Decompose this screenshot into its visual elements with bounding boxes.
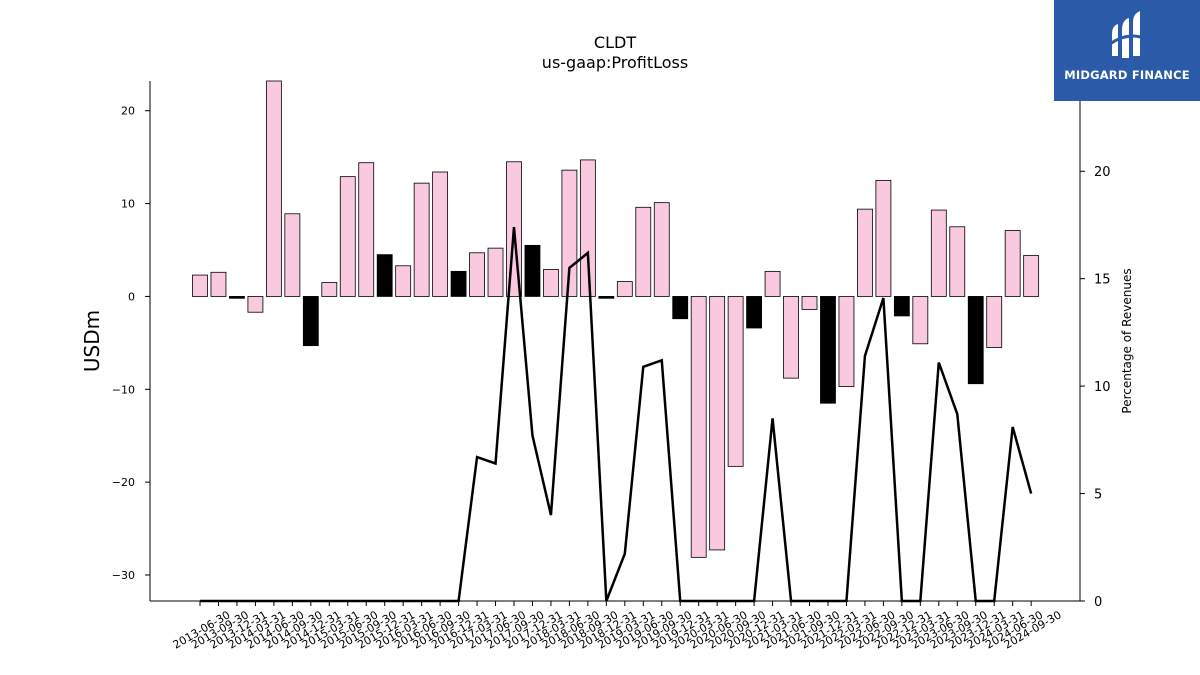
y-tick-label: 0 <box>128 290 135 303</box>
axes: 20 10 0 −10 −20 −30 20 15 10 5 0 <box>112 81 1111 610</box>
bar-2019-03-31 <box>616 281 633 297</box>
bar-2023-09-30 <box>949 226 966 297</box>
y2-tick-label: 10 <box>1094 380 1111 395</box>
bar-2019-09-30 <box>653 202 670 297</box>
bar-2019-12-31 <box>672 296 689 320</box>
bar-2021-09-30 <box>801 296 818 310</box>
y2-tick-label: 15 <box>1094 273 1111 288</box>
bar-2013-06-30 <box>192 274 208 297</box>
bar-2020-12-31 <box>746 296 762 329</box>
bar-2017-12-31 <box>524 244 541 297</box>
bar-2022-06-30 <box>857 208 873 297</box>
bar-2013-12-31 <box>229 296 245 299</box>
bar-2022-12-31 <box>893 296 910 317</box>
y2-tick-label: 5 <box>1094 488 1102 503</box>
y-tick-label: −20 <box>112 476 135 489</box>
bar-2015-09-30 <box>358 162 375 297</box>
chart-title: CLDT <box>594 33 636 52</box>
bar-2024-03-31 <box>986 296 1003 348</box>
bar-2024-09-30 <box>1023 255 1040 297</box>
bar-2017-06-30 <box>487 247 504 297</box>
bar-series <box>192 80 1040 558</box>
bar-2023-12-31 <box>967 296 984 385</box>
bar-2018-03-31 <box>543 269 559 297</box>
bar-2014-03-31 <box>247 296 264 313</box>
bar-2017-03-31 <box>469 252 485 297</box>
bar-2015-12-31 <box>376 254 393 297</box>
bar-2021-06-30 <box>783 296 799 379</box>
y2-tick-label: 20 <box>1094 165 1111 180</box>
y2-tick-label: 0 <box>1094 595 1102 610</box>
bar-2021-12-31 <box>820 296 836 404</box>
bar-2021-03-31 <box>764 270 781 297</box>
bar-2020-06-30 <box>709 296 726 551</box>
x-axis-ticks: 2013-06-302013-09-302013-12-312014-03-31… <box>171 601 1064 652</box>
bar-2020-03-31 <box>690 296 707 558</box>
bar-2018-09-30 <box>579 159 596 297</box>
bar-2018-12-31 <box>598 296 615 299</box>
y-tick-label: −30 <box>112 569 135 582</box>
midgard-logo-icon <box>1109 11 1145 58</box>
chart-subtitle: us-gaap:ProfitLoss <box>542 53 688 72</box>
bar-2020-09-30 <box>727 296 744 467</box>
bar-2023-06-30 <box>930 209 947 297</box>
y2-axis-label: Percentage of Revenues <box>1120 268 1134 413</box>
bar-2015-06-30 <box>339 176 356 297</box>
y-tick-label: 10 <box>121 198 135 211</box>
bar-2024-06-30 <box>1004 230 1021 297</box>
y-axis-label: USDm <box>80 310 104 372</box>
bar-2014-12-31 <box>302 296 319 347</box>
bar-2016-09-30 <box>432 171 449 297</box>
bar-2023-03-31 <box>912 296 929 345</box>
bar-2022-03-31 <box>838 296 855 387</box>
bar-2014-06-30 <box>265 80 282 297</box>
bar-2015-03-31 <box>321 282 338 297</box>
y-tick-label: 20 <box>121 105 135 118</box>
y-tick-label: −10 <box>112 383 135 396</box>
bar-2016-06-30 <box>413 182 430 297</box>
bar-2022-09-30 <box>875 179 892 297</box>
brand-name: MIDGARD FINANCE <box>1064 68 1190 82</box>
bar-2016-12-31 <box>450 270 467 297</box>
bar-2016-03-31 <box>395 265 412 297</box>
bar-2014-09-30 <box>284 213 301 297</box>
bar-2013-09-30 <box>210 271 227 297</box>
bar-2019-06-30 <box>635 206 652 297</box>
brand-logo: MIDGARD FINANCE <box>1054 0 1200 101</box>
